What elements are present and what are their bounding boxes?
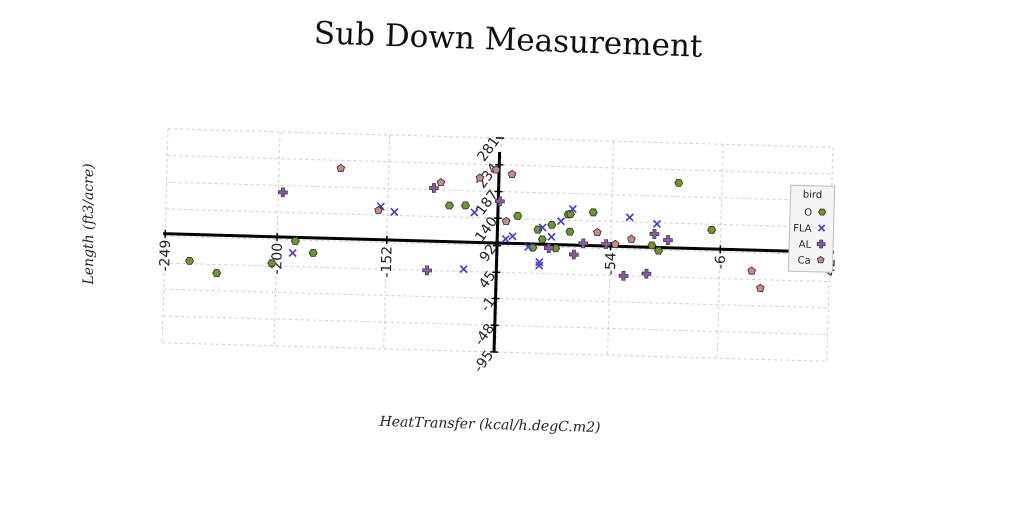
point-ca-7: [593, 227, 602, 237]
point-o-10: [533, 225, 543, 234]
point-ca-8: [611, 239, 620, 249]
point-ca-10: [747, 266, 756, 275]
point-fla-5: [501, 234, 510, 244]
legend-items: O FLA AL Ca: [793, 208, 827, 267]
point-o-9: [513, 212, 523, 220]
legend-title: bird: [803, 190, 823, 202]
legend-label-fla: FLA: [793, 223, 812, 235]
point-al-6: [568, 249, 579, 260]
point-o-4: [308, 249, 318, 257]
point-fla-8: [535, 257, 544, 267]
point-o-2: [290, 237, 300, 246]
point-o-14: [565, 227, 575, 236]
point-ca-11: [756, 283, 765, 292]
x-axis-label: HeatTransfer (kcal/h.degC.m2): [378, 414, 600, 436]
point-o-8: [461, 201, 470, 210]
point-ca-0: [336, 163, 346, 173]
point-fla-10: [538, 223, 547, 232]
point-o-20: [654, 246, 663, 255]
x-tick-label-0: -249: [157, 240, 174, 272]
point-al-2: [422, 265, 432, 276]
point-al-0: [278, 187, 288, 198]
point-ca-4: [491, 165, 501, 174]
point-al-7: [578, 238, 589, 249]
chart-title: Sub Down Measurement: [313, 15, 703, 65]
point-o-18: [588, 208, 598, 217]
point-o-7: [445, 201, 454, 210]
y-axis-line: [492, 151, 502, 353]
legend-box: [787, 184, 836, 273]
plot-area: -249-200-152-54-642 -95-48-1459214018723…: [157, 125, 839, 376]
legend-label-al: AL: [799, 239, 812, 250]
point-ca-1: [374, 205, 383, 215]
point-fla-12: [556, 217, 566, 226]
point-o-3: [267, 259, 277, 268]
point-fla-2: [390, 207, 399, 217]
y-axis-label: Length (ft3/acre): [81, 163, 97, 285]
point-o-1: [212, 269, 222, 277]
point-o-5: [674, 178, 684, 187]
point-fla-15: [652, 219, 662, 228]
point-ca-6: [501, 216, 511, 226]
point-ca-2: [436, 178, 446, 187]
point-o-0: [185, 256, 194, 265]
point-o-11: [547, 220, 557, 229]
x-tick-label-5: -6: [713, 255, 729, 269]
point-fla-14: [625, 213, 634, 222]
legend-marker-fla: [817, 224, 826, 232]
x-tick-label-2: -152: [379, 246, 396, 278]
point-ca-9: [627, 234, 636, 243]
point-fla-11: [547, 232, 556, 241]
legend-marker-o: [818, 208, 827, 216]
point-fla-0: [288, 248, 297, 258]
point-al-5: [601, 239, 611, 249]
x-tick-label-4: -54: [603, 252, 620, 275]
legend-label-o: O: [804, 208, 812, 219]
point-al-10: [649, 229, 660, 239]
legend: bird O FLA AL Ca: [787, 184, 836, 273]
point-fla-7: [524, 242, 533, 252]
point-al-9: [641, 268, 652, 279]
point-al-8: [618, 271, 629, 281]
legend-marker-ca: [816, 256, 825, 264]
x-tick-label-1: -200: [269, 243, 286, 275]
point-fla-3: [459, 264, 468, 274]
point-al-3: [495, 196, 505, 207]
axes: [163, 151, 834, 353]
point-al-1: [429, 183, 439, 193]
point-fla-9: [535, 261, 544, 270]
point-o-17: [565, 210, 575, 218]
point-ca-3: [475, 173, 485, 182]
point-al-4: [543, 243, 554, 254]
point-fla-4: [470, 208, 479, 217]
legend-marker-al: [816, 239, 826, 249]
point-fla-6: [508, 232, 517, 241]
point-fla-13: [568, 204, 577, 214]
point-al-11: [663, 235, 673, 245]
point-o-19: [647, 241, 657, 250]
point-o-6: [707, 226, 717, 234]
point-o-15: [537, 235, 547, 244]
legend-label-ca: Ca: [797, 255, 810, 266]
point-ca-5: [507, 169, 517, 178]
